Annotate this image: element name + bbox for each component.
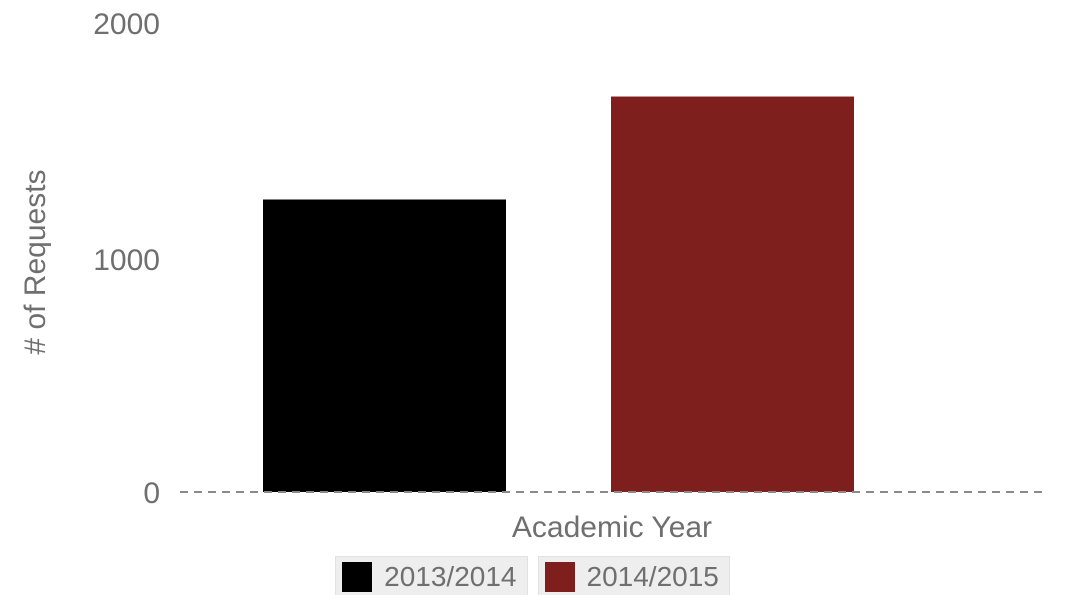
legend-swatch-2013-2014 <box>342 562 373 592</box>
legend-label-2014-2015: 2014/2015 <box>586 561 719 592</box>
y-tick-label-1000: 1000 <box>93 244 160 277</box>
y-tick-label-2000: 2000 <box>93 8 160 41</box>
y-tick-label-0: 0 <box>143 477 160 510</box>
legend-label-2013-2014: 2013/2014 <box>384 561 517 592</box>
bar-chart: 2000 1000 0 # of Requests Academic Year <box>19 8 1048 544</box>
legend-item-2014-2015[interactable]: 2014/2015 <box>537 556 730 595</box>
bar-2014-2015[interactable] <box>611 96 854 492</box>
legend-item-2013-2014[interactable]: 2013/2014 <box>335 556 528 595</box>
legend: 2013/2014 2014/2015 <box>0 556 1065 595</box>
x-axis-title: Academic Year <box>512 511 712 544</box>
bar-2013-2014[interactable] <box>263 199 506 493</box>
legend-swatch-2014-2015 <box>544 562 575 592</box>
y-axis-title: # of Requests <box>19 169 52 354</box>
